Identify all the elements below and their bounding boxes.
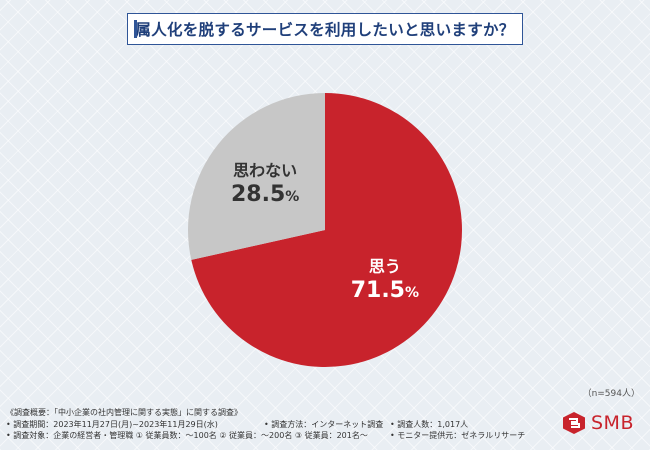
notes-target: • 調査対象：企業の経営者・管理職 ① 従業員数：～100名 ② 従業員：～20… bbox=[6, 431, 368, 440]
slice-value-1: 28.5% bbox=[231, 182, 299, 207]
slice-value-0: 71.5% bbox=[351, 278, 419, 303]
page-title: 属人化を脱するサービスを利用したいと思いますか？ bbox=[135, 21, 515, 39]
notes-respondents: • 調査人数：1,017人 bbox=[390, 419, 469, 429]
pie-slice-0 bbox=[191, 93, 463, 367]
smb-logo: SMB bbox=[562, 411, 634, 435]
slice-label-1: 思わない bbox=[233, 161, 297, 180]
notes-provider: • モニター提供元：ゼネラルリサーチ bbox=[390, 431, 526, 440]
pie-slice-1 bbox=[188, 93, 325, 260]
survey-notes: 《調査概要：「中小企業の社内管理に関する実態」に関する調査》 • 調査期間：20… bbox=[6, 407, 525, 442]
notes-method: • 調査方法：インターネット調査 bbox=[264, 419, 384, 429]
slice-label-0: 思う bbox=[369, 257, 401, 276]
notes-overview: 《調査概要：「中小企業の社内管理に関する実態」に関する調査》 bbox=[6, 408, 242, 417]
sample-size: （n=594人） bbox=[582, 389, 640, 399]
title-accent-bar bbox=[134, 20, 137, 38]
title-box: 属人化を脱するサービスを利用したいと思いますか？ bbox=[127, 13, 523, 45]
notes-row-3: • 調査対象：企業の経営者・管理職 ① 従業員数：～100名 ② 従業員：～20… bbox=[6, 430, 525, 442]
logo-text: SMB bbox=[591, 412, 634, 434]
notes-row-2: • 調査期間：2023年11月27日(月)~2023年11月29日(水) • 調… bbox=[6, 419, 525, 431]
notes-row-1: 《調査概要：「中小企業の社内管理に関する実態」に関する調査》 bbox=[6, 407, 525, 419]
notes-period: • 調査期間：2023年11月27日(月)~2023年11月29日(水) bbox=[6, 419, 218, 429]
smb-logo-icon bbox=[563, 412, 585, 434]
